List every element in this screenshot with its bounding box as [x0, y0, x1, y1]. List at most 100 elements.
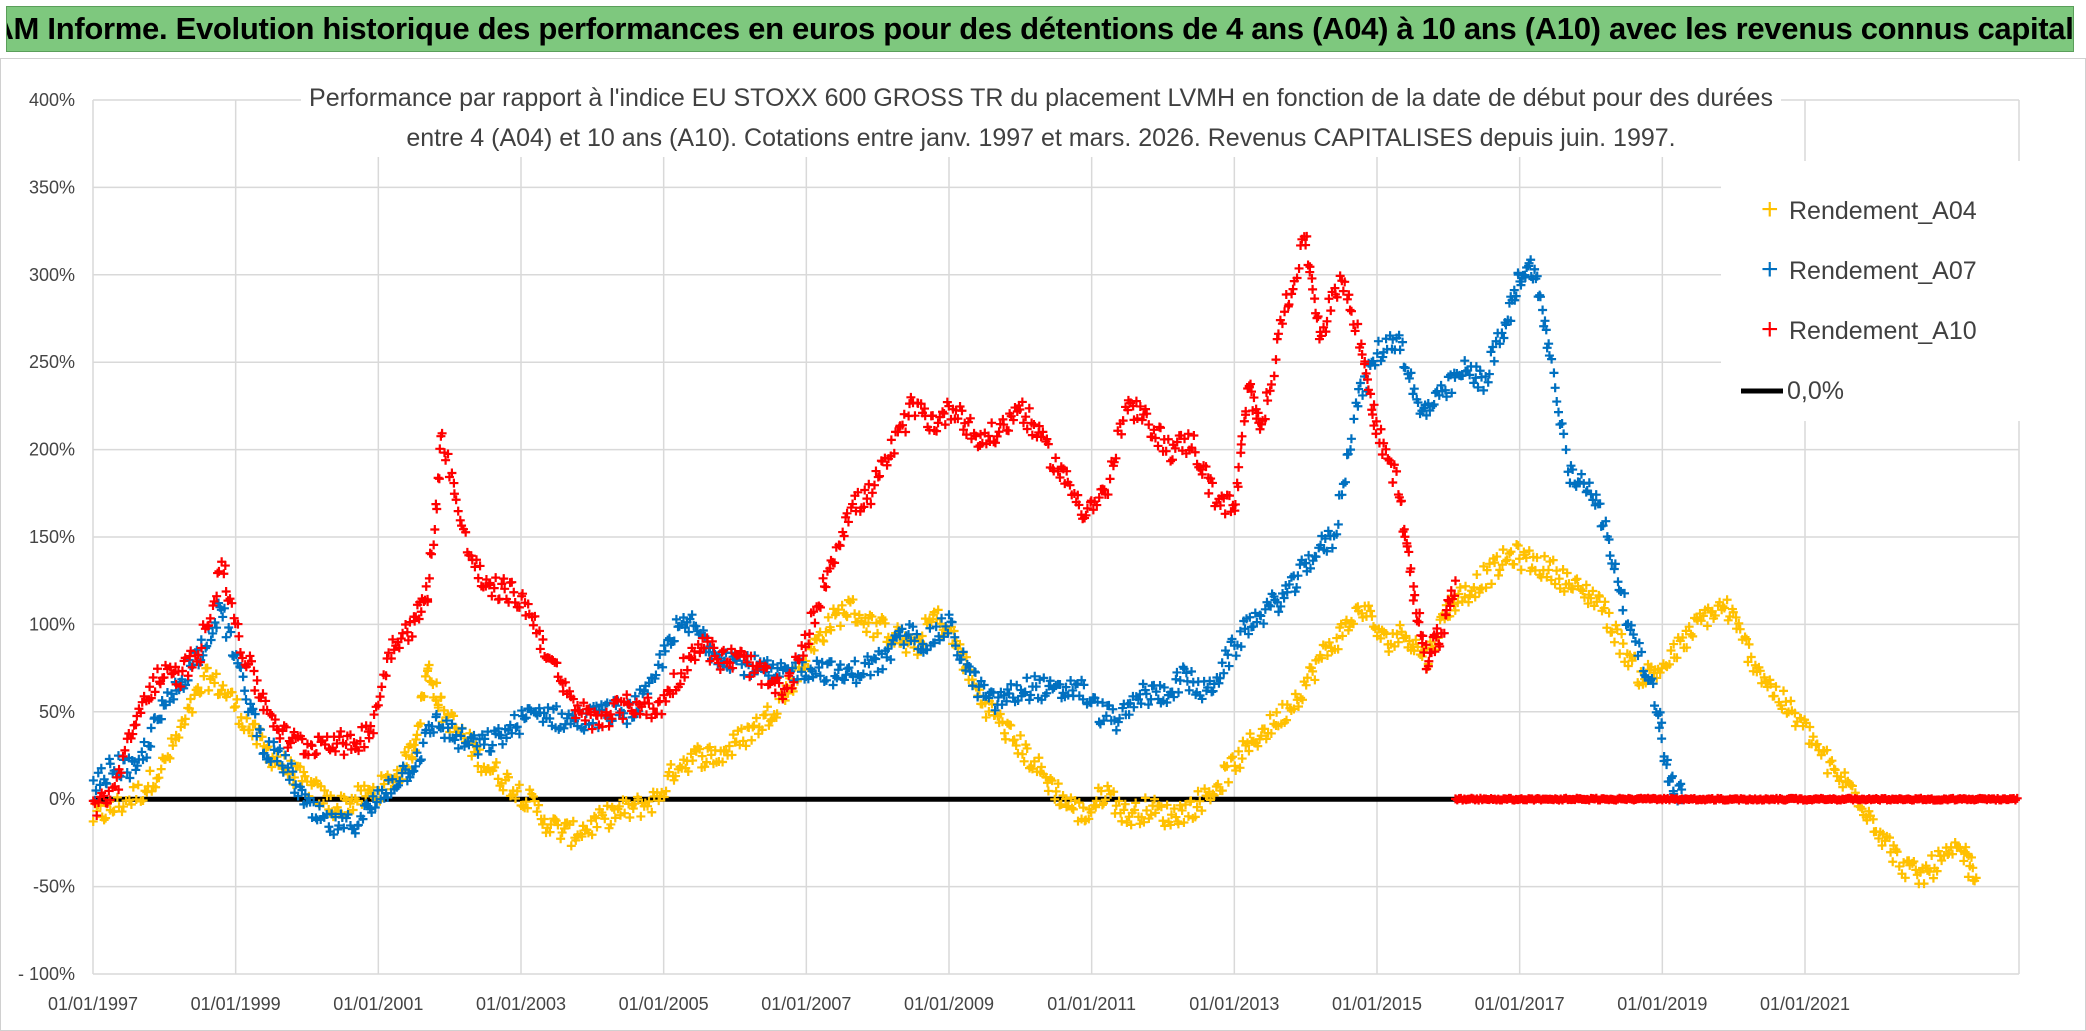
data-point [695, 744, 705, 754]
data-point [1605, 551, 1615, 561]
data-point [1065, 480, 1075, 490]
data-point [1628, 630, 1638, 640]
data-point [886, 655, 896, 665]
data-point [1771, 682, 1781, 692]
data-point [442, 716, 452, 726]
data-point [545, 714, 555, 724]
data-point [944, 610, 954, 620]
data-point [1111, 725, 1121, 735]
data-point [1501, 556, 1511, 566]
y-tick-label: - 100% [18, 964, 75, 984]
data-point [126, 733, 136, 743]
data-point [1036, 762, 1046, 772]
data-point [1114, 796, 1124, 806]
data-point [139, 737, 149, 747]
data-point [1439, 628, 1449, 638]
data-point [1718, 601, 1728, 611]
chart-area: - 100% -50% 0% 50% 100% 150% 200% 250% 300% 350% 4… [0, 58, 2086, 1031]
data-point [146, 742, 156, 752]
data-point [814, 601, 824, 611]
data-point [1195, 796, 1205, 806]
data-point [1246, 379, 1256, 389]
data-point [718, 757, 728, 767]
data-point [823, 612, 833, 622]
data-point [1307, 273, 1317, 283]
data-point [388, 634, 398, 644]
series-rendement-a10-0-floor- [1450, 793, 2022, 805]
data-point [839, 531, 849, 541]
data-point [420, 671, 430, 681]
data-point [1244, 629, 1254, 639]
data-point [886, 435, 896, 445]
data-point [1316, 540, 1326, 550]
data-point [1355, 378, 1365, 388]
data-point [1404, 547, 1414, 557]
data-point [1150, 808, 1160, 818]
data-point [2010, 795, 2020, 805]
data-point [1524, 546, 1534, 556]
data-point [1502, 555, 1512, 565]
data-point [1710, 610, 1720, 620]
data-point [246, 699, 256, 709]
data-point [1501, 320, 1511, 330]
data-point [1047, 776, 1057, 786]
data-point [354, 746, 364, 756]
data-point [1336, 619, 1346, 629]
data-point [180, 714, 190, 724]
data-point [255, 725, 265, 735]
data-point [1408, 389, 1418, 399]
data-point [862, 494, 872, 504]
data-point [1808, 732, 1818, 742]
data-point [1550, 579, 1560, 589]
data-point [726, 644, 736, 654]
data-point [839, 675, 849, 685]
data-point [1146, 810, 1156, 820]
data-point [105, 759, 115, 769]
data-point [1634, 638, 1644, 648]
data-point [1317, 653, 1327, 663]
data-point [102, 779, 112, 789]
data-point [999, 420, 1009, 430]
data-point [764, 720, 774, 730]
data-point [212, 623, 222, 633]
data-point [1907, 858, 1917, 868]
data-point [1197, 694, 1207, 704]
data-point [405, 772, 415, 782]
data-point [1586, 593, 1596, 603]
data-point [1324, 294, 1334, 304]
data-point [1132, 413, 1142, 423]
data-point [1053, 779, 1063, 789]
data-point [1393, 637, 1403, 647]
data-point [1498, 545, 1508, 555]
data-point [1308, 666, 1318, 676]
x-tick-label: 01/01/1999 [191, 994, 281, 1014]
data-point [1131, 396, 1141, 406]
data-point [1460, 356, 1470, 366]
data-point [1812, 739, 1822, 749]
data-point [1430, 647, 1440, 657]
data-point [1398, 337, 1408, 347]
data-point [1031, 682, 1041, 692]
data-point [1552, 397, 1562, 407]
data-point [997, 717, 1007, 727]
data-point [933, 418, 943, 428]
data-point [345, 730, 355, 740]
data-point [187, 662, 197, 672]
data-point [518, 802, 528, 812]
data-point [644, 699, 654, 709]
data-point [359, 781, 369, 791]
data-point [571, 835, 581, 845]
data-point [821, 582, 831, 592]
data-point [1618, 605, 1628, 615]
data-point [1743, 657, 1753, 667]
data-point [1303, 260, 1313, 270]
data-point [1489, 356, 1499, 366]
data-point [700, 762, 710, 772]
data-point [669, 775, 679, 785]
y-tick-label: 50% [39, 702, 75, 722]
data-point [1094, 493, 1104, 503]
data-point [1822, 745, 1832, 755]
data-point [2012, 793, 2022, 803]
data-point [1153, 441, 1163, 451]
data-point [1320, 533, 1330, 543]
